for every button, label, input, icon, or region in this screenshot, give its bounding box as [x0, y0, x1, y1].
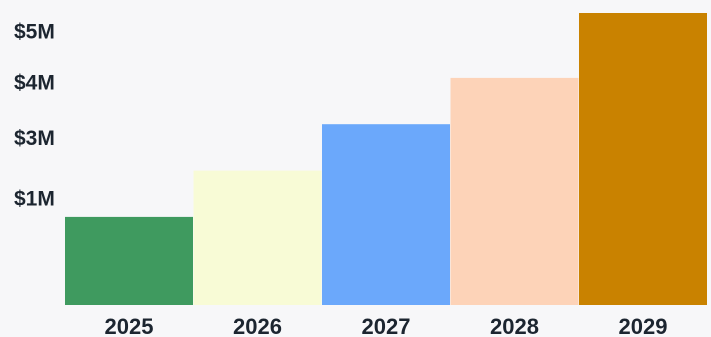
bar-2028: [450, 77, 579, 306]
y-tick-label-1: $3M: [14, 127, 55, 150]
x-tick-label-2026: 2026: [233, 314, 282, 337]
bar-2027: [322, 124, 450, 305]
x-axis-tick-labels: 2025 2026 2027 2028 2029: [105, 314, 668, 337]
bar-2026: [193, 170, 322, 305]
bar-2029: [579, 13, 707, 305]
x-tick-label-2027: 2027: [362, 314, 411, 337]
y-tick-label-3: $5M: [14, 21, 55, 44]
x-tick-label-2025: 2025: [105, 314, 154, 337]
y-tick-label-2: $4M: [14, 72, 55, 95]
x-tick-label-2028: 2028: [490, 314, 539, 337]
x-tick-label-2029: 2029: [619, 314, 668, 337]
y-axis-tick-labels: $1M $3M $4M $5M: [14, 21, 55, 211]
bars-layer: [65, 13, 707, 306]
y-tick-label-0: $1M: [14, 187, 55, 210]
bar-2025: [65, 216, 193, 305]
